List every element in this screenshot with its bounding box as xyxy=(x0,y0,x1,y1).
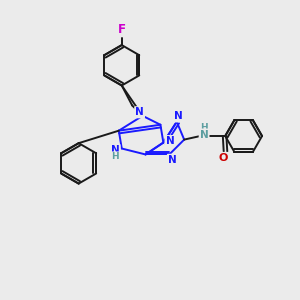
Text: N: N xyxy=(168,155,177,165)
Text: N: N xyxy=(135,107,144,117)
Text: H: H xyxy=(111,152,119,161)
Text: N: N xyxy=(111,145,120,155)
Text: F: F xyxy=(118,23,126,36)
Text: O: O xyxy=(218,153,228,163)
Text: N: N xyxy=(200,130,208,140)
Text: N: N xyxy=(166,136,174,146)
Text: H: H xyxy=(200,123,208,132)
Text: N: N xyxy=(174,111,183,122)
